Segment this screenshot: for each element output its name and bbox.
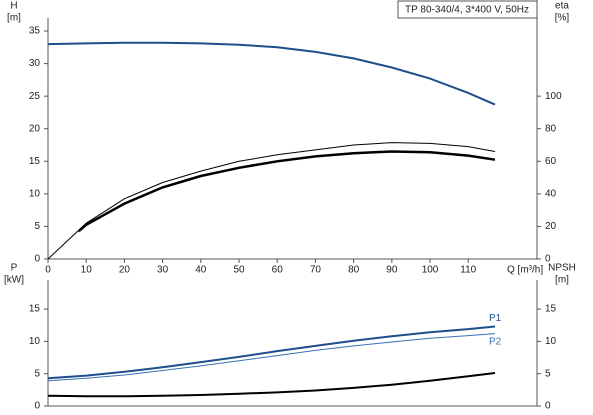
x-tick-label: 40 [195,265,207,276]
y-tick-label: 30 [29,58,41,69]
y-tick-label: 5 [34,368,40,379]
y-tick-label: 10 [29,189,41,200]
x-tick-label: 10 [81,265,93,276]
y2-label: eta [555,1,569,12]
title-box [397,0,538,19]
y2-tick-label: 5 [545,368,551,379]
y-unit: [m] [7,13,21,24]
y-tick-label: 20 [29,123,41,134]
x-tick-label: 90 [386,265,398,276]
y2-label: NPSH [548,263,576,274]
y-tick-label: 10 [29,336,41,347]
y2-tick-label: 15 [545,304,557,315]
x-tick-label: 30 [157,265,169,276]
x-label: Q [m³/h] [507,265,543,276]
curve [47,325,496,380]
y-tick-label: 0 [34,401,40,412]
chart-title: TP 80-340/4, 3*400 V, 50Hz [405,5,529,16]
y2-tick-label: 80 [545,123,557,134]
curve [47,333,496,382]
x-tick-label: 100 [422,265,439,276]
x-tick-label: 60 [272,265,284,276]
curve [47,41,496,106]
curve [47,372,496,398]
y2-tick-label: 60 [545,156,557,167]
x-tick-label: 80 [348,265,360,276]
y2-tick-label: 0 [545,254,551,265]
y-tick-label: 5 [34,221,40,232]
series-label: P2 [489,336,502,347]
y-tick-label: 0 [34,254,40,265]
x-tick-label: 50 [233,265,245,276]
y2-tick-label: 20 [545,221,557,232]
x-tick-label: 0 [45,265,51,276]
x-tick-label: 70 [310,265,322,276]
series-label: P1 [489,313,502,324]
y-tick-label: 15 [29,304,41,315]
y2-tick-label: 40 [545,189,557,200]
curve [47,142,496,260]
y2-tick-label: 100 [545,91,562,102]
y2-tick-label: 10 [545,336,557,347]
y2-tick-label: 0 [545,401,551,412]
x-tick-label: 110 [460,265,476,276]
y-tick-label: 35 [29,26,41,37]
y2-unit: [%] [555,13,570,24]
y-unit: [kW] [4,275,24,286]
y-tick-label: 15 [29,156,41,167]
y2-unit: [m] [555,275,569,286]
curve [77,150,496,233]
x-tick-label: 20 [119,265,131,276]
y-label: H [10,1,17,12]
y-label: P [11,263,18,274]
y-tick-label: 25 [29,91,41,102]
